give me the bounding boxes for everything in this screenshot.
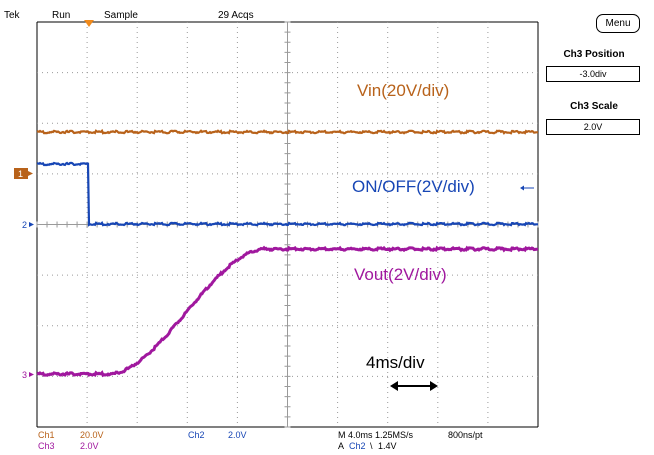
ch3-trace bbox=[36, 245, 538, 378]
trigger-source[interactable]: Ch2 bbox=[349, 441, 366, 451]
ch3-readout-name: Ch3 bbox=[38, 441, 55, 451]
trigger-position-marker[interactable] bbox=[84, 20, 94, 27]
svg-text:3: 3 bbox=[22, 370, 27, 380]
ch1-readout-scale[interactable]: 20.0V bbox=[80, 430, 104, 440]
timebase-annotation: 4ms/div bbox=[366, 353, 425, 372]
acquisition-count: 29 Acqs bbox=[218, 10, 254, 21]
trigger-prefix: A bbox=[338, 441, 345, 451]
record-resolution: 800ns/pt bbox=[448, 430, 483, 440]
ch2-readout-scale[interactable]: 2.0V bbox=[228, 430, 247, 440]
timebase-double-arrow bbox=[390, 381, 438, 391]
trigger-level[interactable]: 1.4V bbox=[378, 441, 397, 451]
ch3-scale-value[interactable]: 2.0V bbox=[546, 119, 640, 135]
menu-button[interactable]: Menu bbox=[596, 14, 640, 33]
ch1-readout-name: Ch1 bbox=[38, 430, 55, 440]
ch3-readout-scale[interactable]: 2.0V bbox=[80, 441, 99, 451]
ch1-ground-marker[interactable]: 1 bbox=[14, 168, 33, 179]
ch1-trace bbox=[36, 128, 538, 135]
vout-annotation: Vout(2V/div) bbox=[354, 265, 447, 284]
ch3-scale-label: Ch3 Scale bbox=[570, 101, 618, 112]
trigger-level-marker[interactable] bbox=[520, 185, 534, 191]
ch3-position-value[interactable]: -3.0div bbox=[546, 66, 640, 82]
acquisition-mode: Sample bbox=[104, 10, 138, 21]
horizontal-readout[interactable]: M 4.0ms 1.25MS/s bbox=[338, 430, 414, 440]
svg-text:1: 1 bbox=[18, 169, 23, 179]
run-state[interactable]: Run bbox=[52, 10, 71, 21]
svg-text:2: 2 bbox=[22, 220, 27, 230]
ch3-ground-marker[interactable]: 3 bbox=[22, 370, 34, 380]
vin-annotation: Vin(20V/div) bbox=[357, 81, 450, 100]
onoff-annotation: ON/OFF(2V/div) bbox=[352, 177, 475, 196]
brand-label: Tek bbox=[4, 10, 20, 21]
ch2-readout-name: Ch2 bbox=[188, 430, 205, 440]
ch2-ground-marker[interactable]: 2 bbox=[22, 220, 34, 230]
ch2-trace bbox=[36, 161, 538, 227]
ch3-position-label: Ch3 Position bbox=[563, 49, 625, 60]
trigger-slope-icon: \ bbox=[370, 441, 373, 451]
